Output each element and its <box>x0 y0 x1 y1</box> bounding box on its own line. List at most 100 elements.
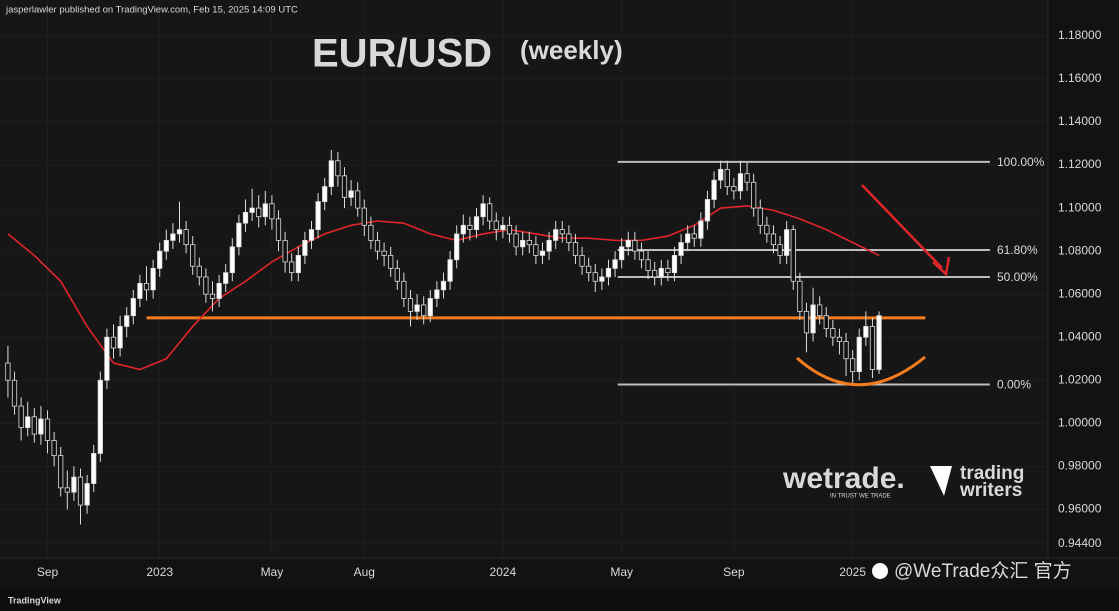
candle-body <box>757 207 763 226</box>
candle-body <box>473 216 480 231</box>
candle-body <box>493 220 499 231</box>
candles <box>5 149 882 525</box>
candle-body <box>440 280 447 291</box>
candle-body <box>143 283 150 291</box>
candle-body <box>11 379 18 407</box>
candle-body <box>817 304 823 317</box>
fib-label: 61.80% <box>997 243 1038 257</box>
candle-body <box>269 203 275 220</box>
candle-body <box>559 229 565 235</box>
candle-body <box>348 190 354 198</box>
x-tick-label: May <box>610 565 633 579</box>
y-tick-label: 1.00000 <box>1058 415 1102 429</box>
candle-body <box>31 416 37 435</box>
plot-area <box>0 0 1048 558</box>
candle-body <box>157 250 163 269</box>
candle-body <box>414 304 420 312</box>
candle-body <box>704 199 711 222</box>
x-tick-label: Aug <box>354 565 375 579</box>
y-tick-label: 1.04000 <box>1058 329 1102 343</box>
candle-body <box>150 267 156 291</box>
candle-body <box>322 186 328 203</box>
candle-body <box>407 298 414 312</box>
x-tick-label: 2025 <box>839 565 866 579</box>
brand-tagline: IN TRUST WE TRADE <box>830 494 891 500</box>
candle-body <box>302 239 308 256</box>
candle-body <box>454 233 460 261</box>
candle-body <box>308 229 315 241</box>
candle-body <box>183 229 189 246</box>
candle-body <box>71 476 77 493</box>
y-tick-label: 1.06000 <box>1058 286 1102 300</box>
candle-body <box>394 267 400 282</box>
candle-body <box>38 418 44 435</box>
candle-body <box>612 259 618 269</box>
candle-body <box>5 362 11 381</box>
x-tick-label: Sep <box>37 565 59 579</box>
candle-body <box>553 229 559 241</box>
candle-body <box>460 224 466 235</box>
x-tick-label: Sep <box>723 565 745 579</box>
candle-body <box>223 272 229 284</box>
candle-body <box>797 280 803 312</box>
candle-body <box>110 336 117 349</box>
y-tick-label: 1.02000 <box>1058 372 1102 386</box>
y-tick-label: 0.98000 <box>1058 458 1102 472</box>
candle-body <box>289 261 295 274</box>
candle-body <box>658 267 664 278</box>
candle-body <box>645 259 651 271</box>
y-tick-label: 1.14000 <box>1058 114 1102 128</box>
candle-body <box>434 289 440 299</box>
candle-body <box>84 483 90 506</box>
candle-body <box>572 242 579 256</box>
candle-body <box>335 160 341 177</box>
x-tick-label: 2023 <box>146 565 173 579</box>
candle-body <box>427 298 433 317</box>
candle-body <box>190 244 196 267</box>
y-tick-label: 1.08000 <box>1058 243 1102 257</box>
candle-body <box>737 173 744 192</box>
candle-body <box>209 293 216 299</box>
candle-body <box>586 265 592 274</box>
candle-body <box>137 283 143 299</box>
candle-body <box>850 358 856 373</box>
candle-body <box>513 233 519 248</box>
candle-body <box>381 250 387 256</box>
y-tick-label: 0.96000 <box>1058 502 1102 516</box>
candle-body <box>526 239 532 246</box>
candle-body <box>275 218 282 241</box>
partner-line2: writers <box>959 480 1022 501</box>
candle-body <box>876 315 882 370</box>
candle-body <box>790 229 796 282</box>
candle-body <box>506 224 513 235</box>
down-arrow-head <box>932 256 951 277</box>
footer: TradingView <box>8 595 62 605</box>
candle-body <box>691 233 697 239</box>
chart-title: EUR/USD <box>312 32 492 76</box>
candle-body <box>236 222 242 248</box>
candle-body <box>803 310 810 334</box>
candle-body <box>533 244 539 256</box>
candle-body <box>256 207 262 218</box>
candle-body <box>777 244 783 256</box>
candle-body <box>91 453 97 484</box>
candle-body <box>625 239 631 248</box>
candle-body <box>731 186 737 192</box>
candle-body <box>770 233 777 246</box>
fib-label: 100.00% <box>997 155 1045 169</box>
candle-body <box>500 224 506 231</box>
candle-body <box>341 175 348 198</box>
candle-body <box>671 255 678 274</box>
candle-body <box>863 326 869 338</box>
footer-bar <box>0 590 1119 611</box>
candle-body <box>843 341 849 360</box>
candle-body <box>374 239 381 252</box>
candle-body <box>579 255 585 267</box>
candle-body <box>711 179 717 200</box>
candle-body <box>830 328 836 338</box>
candle-body <box>25 416 31 428</box>
candle-body <box>51 440 57 456</box>
candle-body <box>836 336 843 342</box>
handle: @WeTrade众汇 官方 <box>894 560 1072 582</box>
